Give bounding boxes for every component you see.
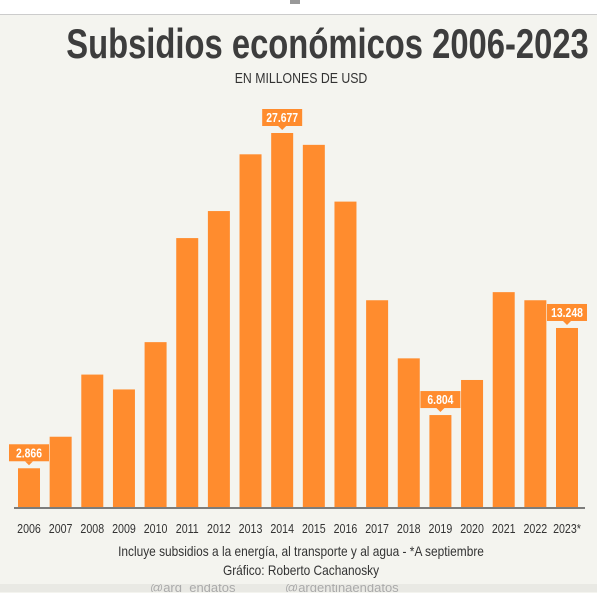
bar-2021 [492, 292, 515, 507]
note-sources: Incluye subsidios a la energía, al trans… [118, 543, 484, 559]
x-tick-label: 2011 [176, 521, 199, 536]
twitter-handle: @arg_endatos [150, 584, 236, 592]
x-tick-label: 2006 [17, 521, 41, 536]
chart-subtitle: EN MILLONES DE USD [234, 70, 368, 87]
x-tick-label: 2021 [492, 521, 516, 536]
bar-2010 [144, 342, 167, 507]
bar-2017 [366, 300, 389, 507]
x-tick-label: 2008 [80, 521, 104, 536]
top-marker [290, 0, 300, 4]
bar-2009 [112, 389, 135, 507]
bar-2018 [397, 358, 420, 507]
data-label: 13.248 [551, 306, 583, 320]
data-label-box [420, 391, 461, 409]
bar-2019 [429, 415, 452, 507]
bar-2012 [207, 211, 230, 507]
data-label: 27.677 [266, 111, 298, 125]
note-credit: Gráfico: Roberto Cachanosky [222, 562, 380, 578]
bar-2023* [556, 327, 578, 507]
bar-2020 [461, 379, 484, 507]
bar-2015 [302, 144, 325, 507]
data-label: 2.866 [16, 446, 42, 460]
bar-2022 [524, 300, 547, 507]
x-tick-label: 2012 [207, 521, 231, 536]
data-label-box [262, 109, 303, 126]
x-tick-label: 2020 [460, 521, 484, 536]
x-tick-label: 2018 [397, 521, 421, 536]
data-label-pointer [25, 461, 33, 466]
x-tick-label: 2013 [239, 521, 263, 536]
x-tick-label: 2017 [365, 521, 389, 536]
bar-2013 [239, 154, 262, 507]
bar-2008 [81, 374, 104, 507]
x-tick-label: 2023* [553, 521, 581, 536]
bar-2014 [271, 133, 294, 507]
data-label-box [547, 303, 587, 321]
chart-title: Subsidios económicos 2006-2023 [66, 20, 589, 67]
data-label-box [9, 444, 49, 462]
bar-2011 [176, 238, 199, 507]
x-tick-label: 2010 [144, 521, 168, 536]
instagram-handle: @argentinaendatos [285, 584, 399, 592]
x-tick-label: 2022 [524, 521, 548, 536]
x-tick-label: 2014 [270, 521, 294, 536]
x-tick-label: 2009 [112, 521, 136, 536]
bar-2007 [49, 436, 72, 507]
data-label-pointer [563, 320, 571, 325]
x-tick-label: 2015 [302, 521, 326, 536]
x-tick-label: 2007 [49, 521, 73, 536]
bar-2016 [334, 201, 357, 507]
data-label: 6.804 [427, 393, 453, 407]
bar-2006 [18, 468, 40, 507]
data-label-pointer [436, 408, 445, 413]
x-tick-label: 2016 [334, 521, 358, 536]
x-tick-label: 2019 [429, 521, 453, 536]
footer: @arg_endatos @argentinaendatos [0, 584, 597, 592]
data-label-pointer [278, 126, 287, 130]
